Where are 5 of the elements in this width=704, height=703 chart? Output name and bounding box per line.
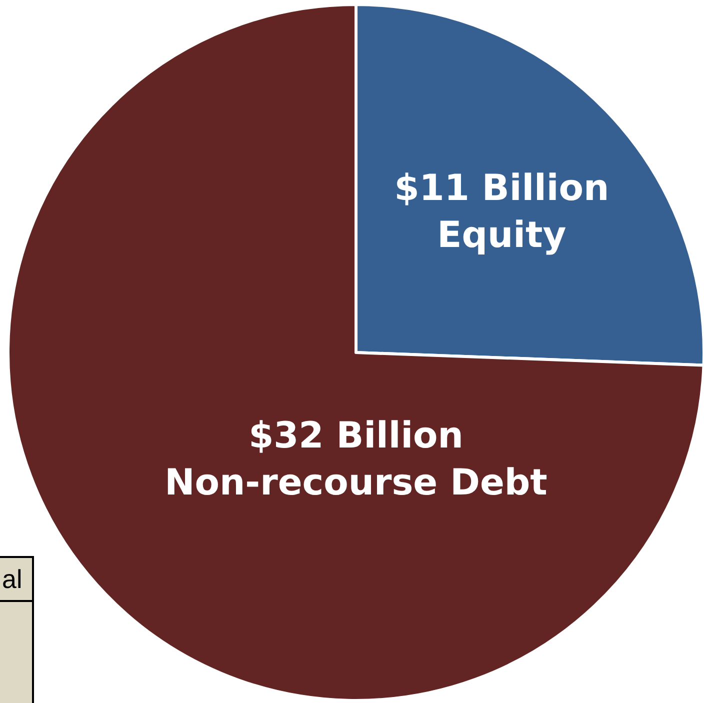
data-label: $11 Billion [394,168,610,210]
slice-label: Non-recourse Debt [164,462,548,504]
data-label: $32 Billion [248,416,464,457]
slice-label: Equity [437,214,566,256]
text: al [2,564,22,595]
